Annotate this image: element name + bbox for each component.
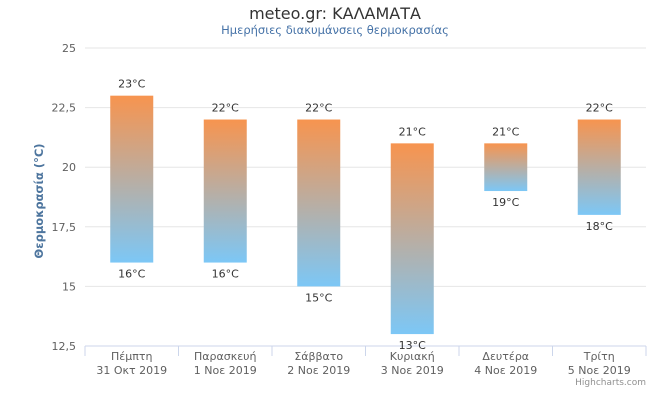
temperature-range-bar[interactable] [484,143,528,192]
x-tick-date: 1 Νοε 2019 [194,364,257,377]
low-temp-label: 18°C [586,220,613,233]
low-temp-label: 19°C [492,196,519,209]
temperature-range-bar[interactable] [297,119,341,287]
y-axis: 12,5 15 17,5 20 22,5 25 [52,42,77,353]
y-tick-label: 22,5 [52,102,77,115]
y-tick-label: 17,5 [52,221,77,234]
y-axis-title: Θερμοκρασία (°C) [32,143,46,258]
low-temp-label: 13°C [399,339,426,352]
grid-lines [85,47,646,347]
temperature-range-bar[interactable] [203,119,247,263]
x-tick-day: Σάββατο [294,350,343,363]
x-tick-date: 4 Νοε 2019 [474,364,537,377]
data-labels: 23°C 16°C 22°C 16°C 22°C 15°C 21°C 13°C 21°C 19°C… [118,78,613,352]
low-temp-label: 15°C [305,291,332,304]
x-tick-date: 31 Οκτ 2019 [96,364,167,377]
high-temp-label: 22°C [305,102,332,115]
x-tick-date: 3 Νοε 2019 [381,364,444,377]
temperature-range-bar[interactable] [577,119,621,215]
high-temp-label: 23°C [118,78,145,91]
credits-link[interactable]: Highcharts.com [575,378,646,388]
temperature-range-bar[interactable] [110,95,154,263]
low-temp-label: 16°C [212,268,239,281]
x-tick-day: Τρίτη [583,350,615,363]
chart-subtitle: Ημερήσιες διακυμάνσεις θερμοκρασίας [221,23,449,37]
x-tick-day: Παρασκευή [194,350,257,363]
low-temp-label: 16°C [118,268,145,281]
y-tick-label: 25 [62,42,76,55]
y-tick-label: 12,5 [52,340,77,353]
temperature-range-bar[interactable] [390,143,434,335]
chart-title: meteo.gr: ΚΑΛΑΜΑΤΑ [249,4,421,23]
x-tick-day: Πέμπτη [111,350,152,363]
high-temp-label: 22°C [586,102,613,115]
x-tick-date: 5 Νοε 2019 [568,364,631,377]
high-temp-label: 21°C [399,125,426,138]
x-tick-day: Δευτέρα [482,350,529,363]
y-tick-label: 20 [62,161,76,174]
x-tick-date: 2 Νοε 2019 [287,364,350,377]
x-tick-day: Κυριακή [390,350,435,363]
y-tick-label: 15 [62,280,76,293]
high-temp-label: 22°C [212,102,239,115]
bars [110,95,621,335]
high-temp-label: 21°C [492,125,519,138]
